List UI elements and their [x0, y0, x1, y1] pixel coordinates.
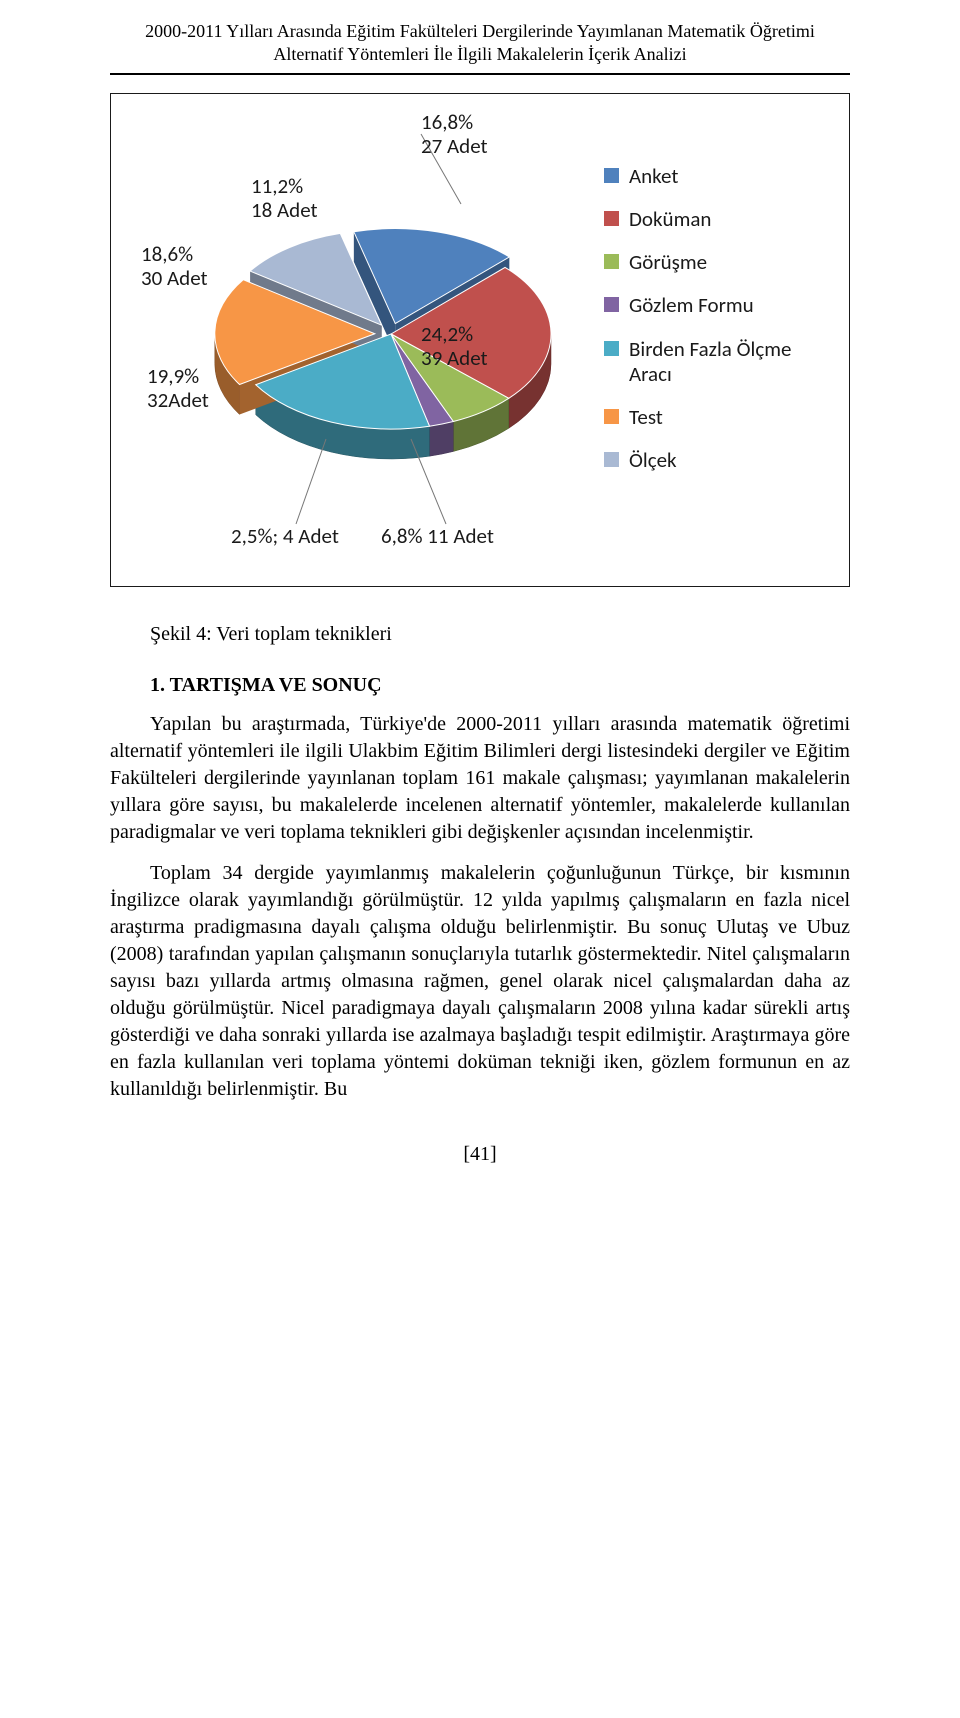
legend-label: Birden Fazla Ölçme Aracı: [629, 337, 809, 387]
legend-swatch: [604, 452, 619, 467]
page-number: [41]: [110, 1143, 850, 1166]
legend-label: Gözlem Formu: [629, 293, 754, 318]
header-line-2: Alternatif Yöntemleri İle İlgili Makalel…: [273, 44, 686, 64]
legend-swatch: [604, 254, 619, 269]
legend-swatch: [604, 341, 619, 356]
legend-item: Birden Fazla Ölçme Aracı: [604, 337, 809, 387]
legend-label: Ölçek: [629, 448, 677, 473]
section-heading: 1. TARTIŞMA VE SONUÇ: [150, 674, 850, 697]
legend-swatch: [604, 211, 619, 226]
figure-4-frame: Anket Doküman Görüşme Gözlem Formu Birden Fa…: [110, 93, 850, 587]
legend-label: Doküman: [629, 207, 711, 232]
chart-data-label: 16,8% 27 Adet: [421, 110, 488, 158]
pie-svg: [111, 94, 641, 586]
legend-item: Anket: [604, 164, 809, 189]
legend-label: Görüşme: [629, 250, 707, 275]
chart-data-label: 24,2% 39 Adet: [421, 322, 488, 370]
chart-data-label: 2,5%; 4 Adet: [231, 524, 339, 548]
chart-data-label: 11,2% 18 Adet: [251, 174, 318, 222]
figure-caption: Şekil 4: Veri toplam teknikleri: [150, 623, 850, 646]
chart-data-label: 18,6% 30 Adet: [141, 242, 208, 290]
legend-label: Anket: [629, 164, 678, 189]
legend-item: Gözlem Formu: [604, 293, 809, 318]
body-paragraph: Toplam 34 dergide yayımlanmış makaleleri…: [110, 860, 850, 1103]
header-line-1: 2000-2011 Yılları Arasında Eğitim Fakült…: [145, 21, 815, 41]
legend-swatch: [604, 409, 619, 424]
pie-chart: [111, 94, 641, 586]
chart-data-label: 19,9% 32Adet: [147, 364, 209, 412]
legend-label: Test: [629, 405, 663, 430]
header-rule: [110, 73, 850, 75]
legend-swatch: [604, 297, 619, 312]
body-paragraph: Yapılan bu araştırmada, Türkiye'de 2000-…: [110, 711, 850, 846]
body-paragraphs: Yapılan bu araştırmada, Türkiye'de 2000-…: [110, 711, 850, 1103]
legend-swatch: [604, 168, 619, 183]
chart-data-label: 6,8% 11 Adet: [381, 524, 494, 548]
running-header: 2000-2011 Yılları Arasında Eğitim Fakült…: [110, 20, 850, 67]
chart-legend: Anket Doküman Görüşme Gözlem Formu Birden Fa…: [604, 164, 809, 492]
legend-item: Test: [604, 405, 809, 430]
legend-item: Görüşme: [604, 250, 809, 275]
legend-item: Doküman: [604, 207, 809, 232]
legend-item: Ölçek: [604, 448, 809, 473]
